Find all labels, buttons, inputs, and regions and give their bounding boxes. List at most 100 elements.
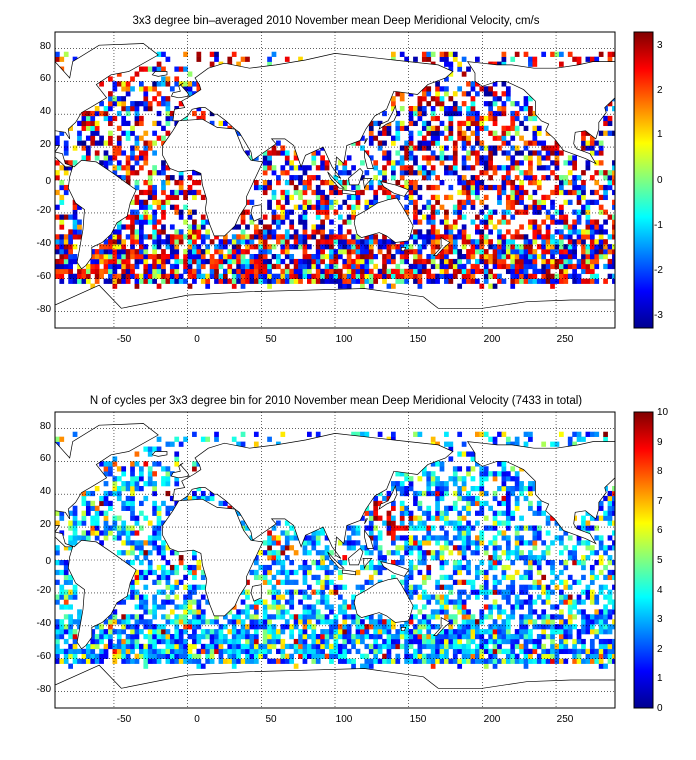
bin-cell [227,619,233,625]
bin-cell [302,209,308,215]
bin-cell [404,180,409,186]
bin-cell [377,614,383,620]
bin-cell [249,239,255,245]
bin-cell [444,145,449,151]
bin-cell [470,96,476,102]
bin-cell [187,643,193,650]
bin-cell [466,91,471,97]
bin-cell [386,550,392,556]
bin-cell [519,599,524,605]
bin-cell [541,244,547,250]
bin-cell [68,254,73,260]
bin-cell [417,110,423,117]
bin-cell [399,525,405,531]
bin-cell [585,614,591,620]
bin-cell [169,234,175,240]
bin-cell [404,505,409,511]
bin-cell [514,540,520,546]
bin-cell [576,175,582,181]
bin-cell [218,634,224,640]
bin-cell [94,658,100,664]
bin-cell [603,574,608,581]
bin-cell [196,648,202,655]
bin-cell [581,209,586,215]
bin-cell [320,638,325,645]
bin-cell [324,599,330,605]
bin-cell [488,258,493,265]
bin-cell [81,520,87,526]
bin-cell [532,658,538,664]
bin-cell [461,278,467,284]
bin-cell [77,135,82,141]
bin-cell [457,258,463,265]
bin-cell [116,258,122,265]
bin-cell [360,653,365,659]
bin-cell [581,258,586,265]
bin-cell [466,500,471,507]
bin-cell [59,436,65,442]
bin-cell [187,234,193,240]
bin-cell [523,145,529,151]
coastline [55,145,61,153]
bin-cell [302,634,308,640]
bin-cell [116,219,122,225]
bin-cell [430,490,436,497]
bin-cell [417,194,423,201]
bin-cell [435,624,440,630]
bin-cell [435,584,440,590]
bin-cell [475,140,480,146]
bin-cell [594,254,600,260]
bin-cell [461,224,467,230]
bin-cell [501,638,507,645]
bin-cell [262,170,268,176]
bin-cell [417,258,423,265]
bin-cell [607,495,613,502]
bin-cell [523,96,529,102]
bin-cell [559,234,564,240]
bin-cell [514,634,520,640]
bin-cell [147,106,153,112]
bin-cell [598,638,604,645]
bin-cell [262,648,268,655]
bin-cell [360,145,365,151]
bin-cell [404,209,409,215]
bin-cell [156,629,162,635]
bin-cell [298,614,303,620]
bin-cell [501,249,507,255]
bin-cell [103,244,109,250]
bin-cell [192,219,197,225]
bin-cell [178,229,184,235]
bin-cell [457,594,463,600]
bin-cell [466,466,471,472]
bin-cell [103,254,109,260]
bin-cell [483,550,489,556]
bin-cell [528,140,533,146]
bin-cell [550,204,555,210]
bin-cell [130,476,135,482]
bin-cell [302,658,308,664]
bin-cell [532,239,538,245]
bin-cell [523,268,529,275]
bin-cell [161,564,166,571]
bin-cell [386,490,392,497]
bin-cell [174,658,180,664]
bin-cell [108,249,113,255]
bin-cell [320,555,325,561]
bin-cell [426,471,432,477]
bin-cell [519,619,524,625]
bin-cell [368,125,374,131]
bin-cell [271,643,277,650]
bin-cell [435,96,440,102]
bin-cell [545,634,551,640]
bin-cell [514,244,520,250]
bin-cell [457,634,463,640]
bin-cell [315,658,321,664]
bin-cell [139,224,144,230]
bin-cell [523,170,529,176]
bin-cell [262,160,268,166]
bin-cell [231,234,237,240]
bin-cell [536,653,542,659]
bin-cell [134,115,140,122]
bin-cell [240,441,246,447]
bin-cell [550,150,555,156]
